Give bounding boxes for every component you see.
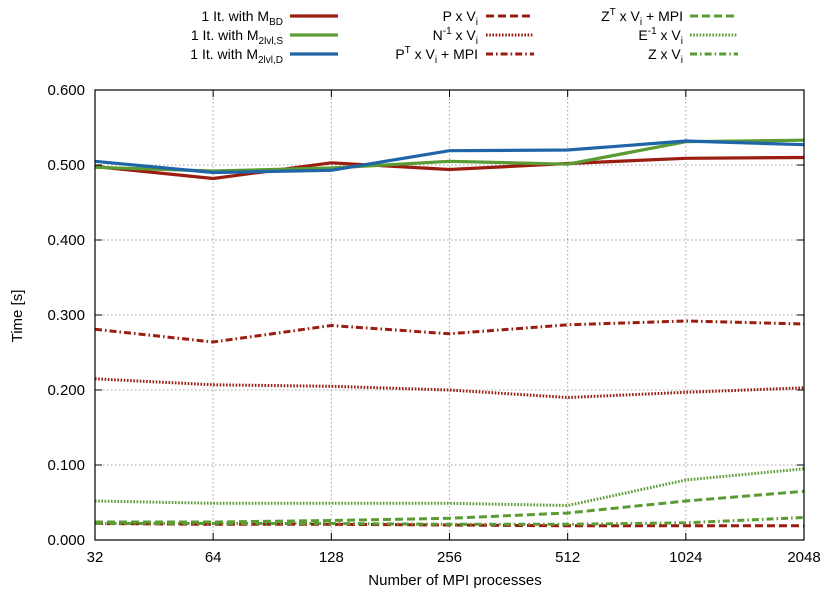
legend-label-8: E-1 x Vi — [638, 26, 683, 47]
x-tick-label: 256 — [437, 549, 462, 566]
x-tick-label: 1024 — [669, 549, 702, 566]
y-tick-label: 0.600 — [47, 82, 85, 99]
x-tick-label: 32 — [87, 549, 104, 566]
y-axis-ticks: 0.000 0.100 0.200 0.300 0.400 0.500 0.600 — [47, 82, 804, 549]
legend-label-7: ZT x Vi + MPI — [601, 7, 683, 28]
x-tick-label: 128 — [319, 549, 344, 566]
series-line-6 — [94, 319, 805, 344]
x-tick-label: 512 — [555, 549, 580, 566]
legend-label-9: Z x Vi — [648, 46, 683, 66]
y-tick-label: 0.300 — [47, 307, 85, 324]
legend-label-1: 1 It. with MBD — [201, 8, 283, 28]
legend-label-6: PT x Vi + MPI — [395, 45, 478, 66]
x-axis-ticks: 32 64 128 256 512 1024 2048 — [87, 90, 821, 566]
legend-label-4: P x Vi — [443, 8, 478, 28]
legend-label-3: 1 It. with M2lvl,D — [190, 46, 283, 66]
series-lines — [94, 138, 805, 528]
y-tick-label: 0.000 — [47, 532, 85, 549]
legend-label-5: N-1 x Vi — [433, 26, 478, 47]
y-tick-label: 0.100 — [47, 457, 85, 474]
x-axis-label: Number of MPI processes — [368, 572, 541, 589]
x-tick-label: 64 — [205, 549, 222, 566]
series-line-3 — [94, 139, 805, 175]
series-line-7 — [95, 489, 805, 524]
y-tick-label: 0.500 — [47, 157, 85, 174]
series-line-9 — [95, 516, 805, 526]
series-line-1 — [94, 155, 805, 181]
y-axis-label: Time [s] — [9, 290, 26, 343]
grid-lines — [95, 90, 804, 540]
series-line-8 — [94, 467, 805, 507]
y-tick-label: 0.400 — [47, 232, 85, 249]
y-tick-label: 0.200 — [47, 382, 85, 399]
legend-label-2: 1 It. with M2lvl,S — [191, 27, 283, 47]
x-tick-label: 2048 — [787, 549, 820, 566]
